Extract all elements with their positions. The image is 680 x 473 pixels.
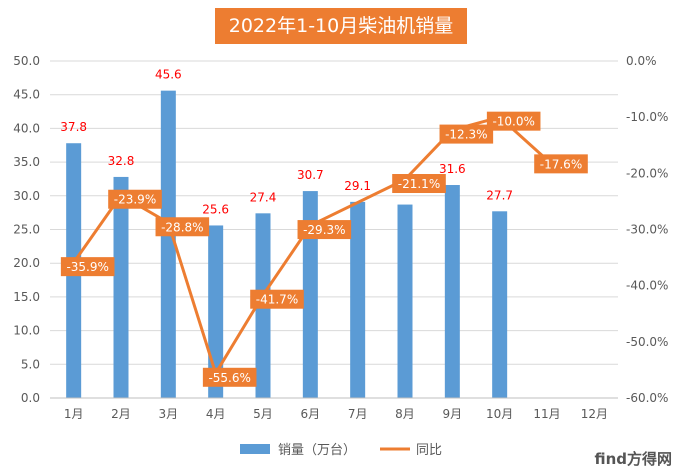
line-data-label-box <box>155 217 210 237</box>
bar <box>492 211 508 398</box>
bar <box>208 225 224 398</box>
bar <box>160 90 176 398</box>
right-axis-tick-label: -50.0% <box>626 335 668 349</box>
bar-data-labels: 37.832.845.625.627.430.729.128.731.627.7 <box>60 68 513 217</box>
chart-title: 2022年1-10月柴油机销量 <box>215 8 467 44</box>
x-axis-tick-label: 8月 <box>395 407 415 421</box>
left-axis-tick-label: 45.0 <box>13 88 40 102</box>
line-data-label-box <box>202 367 257 387</box>
line-data-label-box <box>297 220 352 240</box>
line-data-label: -12.3% <box>445 128 487 142</box>
left-axis-tick-label: 20.0 <box>13 256 40 270</box>
bar <box>350 201 366 398</box>
legend-bar-label: 销量（万台） <box>278 443 356 458</box>
left-axis-tick-label: 15.0 <box>13 290 40 304</box>
line-data-label-box <box>250 289 304 309</box>
x-axis-tick-label: 3月 <box>159 407 179 421</box>
bar-data-label: 45.6 <box>155 68 182 82</box>
right-axis-tick-label: -20.0% <box>626 166 668 180</box>
x-axis-tick-label: 9月 <box>443 407 463 421</box>
line-data-label: -17.6% <box>540 157 582 171</box>
bar-data-label: 27.4 <box>250 190 277 204</box>
x-axis-tick-label: 6月 <box>301 407 321 421</box>
line-data-label: -23.9% <box>114 193 156 207</box>
left-axis-tick-label: 35.0 <box>13 155 40 169</box>
bar-data-label: 27.7 <box>486 188 513 202</box>
bar-data-label: 37.8 <box>60 120 87 134</box>
left-axis-tick-label: 10.0 <box>13 324 40 338</box>
x-axis-tick-label: 11月 <box>533 407 560 421</box>
line-data-label-box <box>108 189 162 209</box>
line-data-label: -41.7% <box>256 293 298 307</box>
right-axis-tick-label: -10.0% <box>626 110 668 124</box>
bar-data-label: 29.1 <box>344 179 371 193</box>
line-data-label: -55.6% <box>208 371 250 385</box>
line-data-label-box <box>392 174 446 194</box>
line-data-label: -28.8% <box>161 220 203 234</box>
legend-bar-swatch <box>240 444 270 454</box>
left-axis-tick-label: 0.0 <box>21 391 40 405</box>
yoy-line <box>72 115 549 375</box>
bar-data-label: 30.7 <box>297 168 324 182</box>
x-axis-tick-label: 10月 <box>486 407 513 421</box>
axes: 0.0 5.0 10.0 15.0 20.0 25.0 30.0 35.0 40.0 45.0 50… <box>13 54 668 421</box>
right-axis-tick-label: 0.0% <box>626 54 657 68</box>
left-axis-tick-label: 40.0 <box>13 121 40 135</box>
bar-data-label: 31.6 <box>439 162 466 176</box>
right-axis-tick-label: -60.0% <box>626 391 668 405</box>
left-axis-tick-label: 5.0 <box>21 357 40 371</box>
bar <box>444 185 460 398</box>
line-data-label: -10.0% <box>492 115 534 129</box>
x-axis-tick-label: 5月 <box>253 407 273 421</box>
x-axis-tick-label: 7月 <box>348 407 368 421</box>
right-axis-tick-label: -30.0% <box>626 223 668 237</box>
x-axis-tick-label: 12月 <box>581 407 608 421</box>
x-axis-tick-label: 2月 <box>111 407 131 421</box>
line-data-label-box <box>486 111 541 131</box>
line-data-label: -29.3% <box>303 223 345 237</box>
left-axis-tick-label: 25.0 <box>13 223 40 237</box>
line-data-label-box <box>534 154 588 174</box>
line-data-label: -35.9% <box>66 260 108 274</box>
bar <box>302 191 318 398</box>
watermark: find方得网 <box>594 450 672 468</box>
line-data-label: -21.1% <box>398 177 440 191</box>
legend-line-label: 同比 <box>416 443 442 458</box>
x-axis-tick-label: 4月 <box>206 407 226 421</box>
bar <box>397 204 413 398</box>
left-axis-tick-label: 50.0 <box>13 54 40 68</box>
bar-data-label: 32.8 <box>108 154 135 168</box>
legend: 销量（万台） 同比 <box>240 443 442 458</box>
bar-data-label: 25.6 <box>202 202 229 216</box>
right-axis-tick-label: -40.0% <box>626 279 668 293</box>
x-axis-tick-label: 1月 <box>64 407 84 421</box>
line-data-label-box <box>60 257 115 277</box>
line-data-label-box <box>439 124 494 144</box>
line-data-labels: -35.9% -23.9% -28.8% -55.6% -41.7% -29.3% -21.… <box>60 111 588 387</box>
bar <box>113 176 129 398</box>
left-axis-tick-label: 30.0 <box>13 189 40 203</box>
